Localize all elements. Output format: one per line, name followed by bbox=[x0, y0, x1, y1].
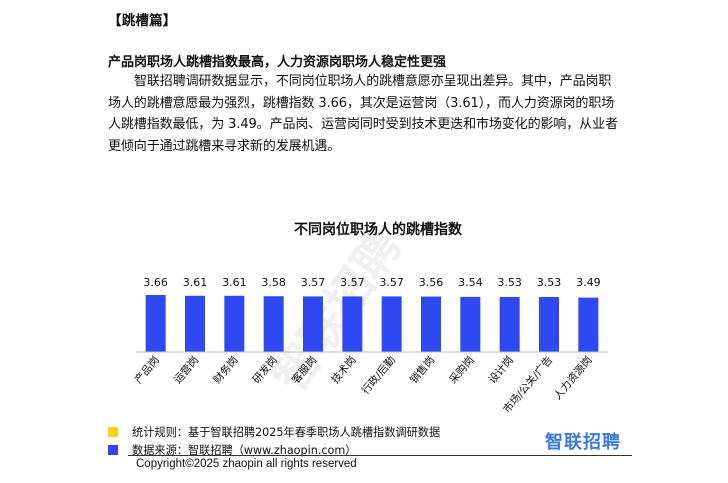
category-label-10: 设计岗 bbox=[486, 354, 516, 386]
bar-6 bbox=[342, 296, 363, 352]
bar-8 bbox=[421, 296, 441, 352]
category-label-12: 人力资源岗 bbox=[551, 354, 595, 403]
data-source-text: 数据来源：智联招聘（www.zhaopin.com） bbox=[132, 444, 357, 457]
data-label-4: 3.58 bbox=[261, 276, 286, 289]
brand-logo: 智联招聘 bbox=[545, 432, 621, 453]
body-paragraph: 智联招聘调研数据显示，不同岗位职场人的跳槽意愿亦呈现出差异。其中，产品岗职场人的… bbox=[108, 74, 618, 154]
data-label-6: 3.57 bbox=[340, 276, 365, 289]
bar-12 bbox=[578, 297, 599, 352]
category-label-8: 销售岗 bbox=[407, 354, 437, 386]
data-label-12: 3.49 bbox=[576, 276, 601, 289]
category-label-9: 采购岗 bbox=[446, 354, 476, 386]
data-source-note: 数据来源：智联招聘（www.zhaopin.com） bbox=[108, 442, 628, 458]
blue-square-icon bbox=[108, 445, 118, 455]
data-label-7: 3.57 bbox=[379, 276, 404, 289]
footer-divider bbox=[128, 455, 632, 456]
data-label-9: 3.54 bbox=[458, 276, 483, 289]
category-label-3: 财务岗 bbox=[210, 354, 240, 386]
category-label-2: 运营岗 bbox=[171, 354, 201, 386]
bar-3 bbox=[224, 295, 245, 352]
category-label-7: 行政/后勤 bbox=[359, 354, 398, 397]
bar-7 bbox=[381, 296, 402, 352]
bar-10 bbox=[499, 297, 520, 352]
chart-title: 不同岗位职场人的跳槽指数 bbox=[294, 221, 463, 238]
data-label-10: 3.53 bbox=[497, 276, 522, 289]
category-label-1: 产品岗 bbox=[132, 354, 162, 386]
data-label-5: 3.57 bbox=[301, 276, 326, 289]
yellow-square-icon bbox=[108, 427, 118, 437]
copyright-text: Copyright©2025 zhaopin all rights reserv… bbox=[136, 458, 357, 470]
data-label-8: 3.56 bbox=[419, 276, 444, 289]
data-label-11: 3.53 bbox=[537, 276, 562, 289]
bar-5 bbox=[303, 296, 323, 352]
statistics-rule-note: 统计规则：基于智联招聘2025年春季职场人跳槽指数调研数据 bbox=[108, 424, 628, 440]
data-label-3: 3.61 bbox=[222, 276, 247, 289]
section-tag: 【跳槽篇】 bbox=[108, 13, 177, 29]
data-label-1: 3.66 bbox=[143, 276, 168, 289]
section-heading: 产品岗职场人跳槽指数最高，人力资源岗职场人稳定性更强 bbox=[108, 55, 447, 70]
bar-1 bbox=[145, 295, 166, 352]
bar-11 bbox=[539, 297, 559, 352]
data-label-2: 3.61 bbox=[183, 276, 208, 289]
statistics-rule-text: 统计规则：基于智联招聘2025年春季职场人跳槽指数调研数据 bbox=[132, 426, 441, 439]
bar-9 bbox=[460, 296, 481, 352]
bar-4 bbox=[263, 296, 284, 352]
bar-2 bbox=[185, 295, 205, 352]
